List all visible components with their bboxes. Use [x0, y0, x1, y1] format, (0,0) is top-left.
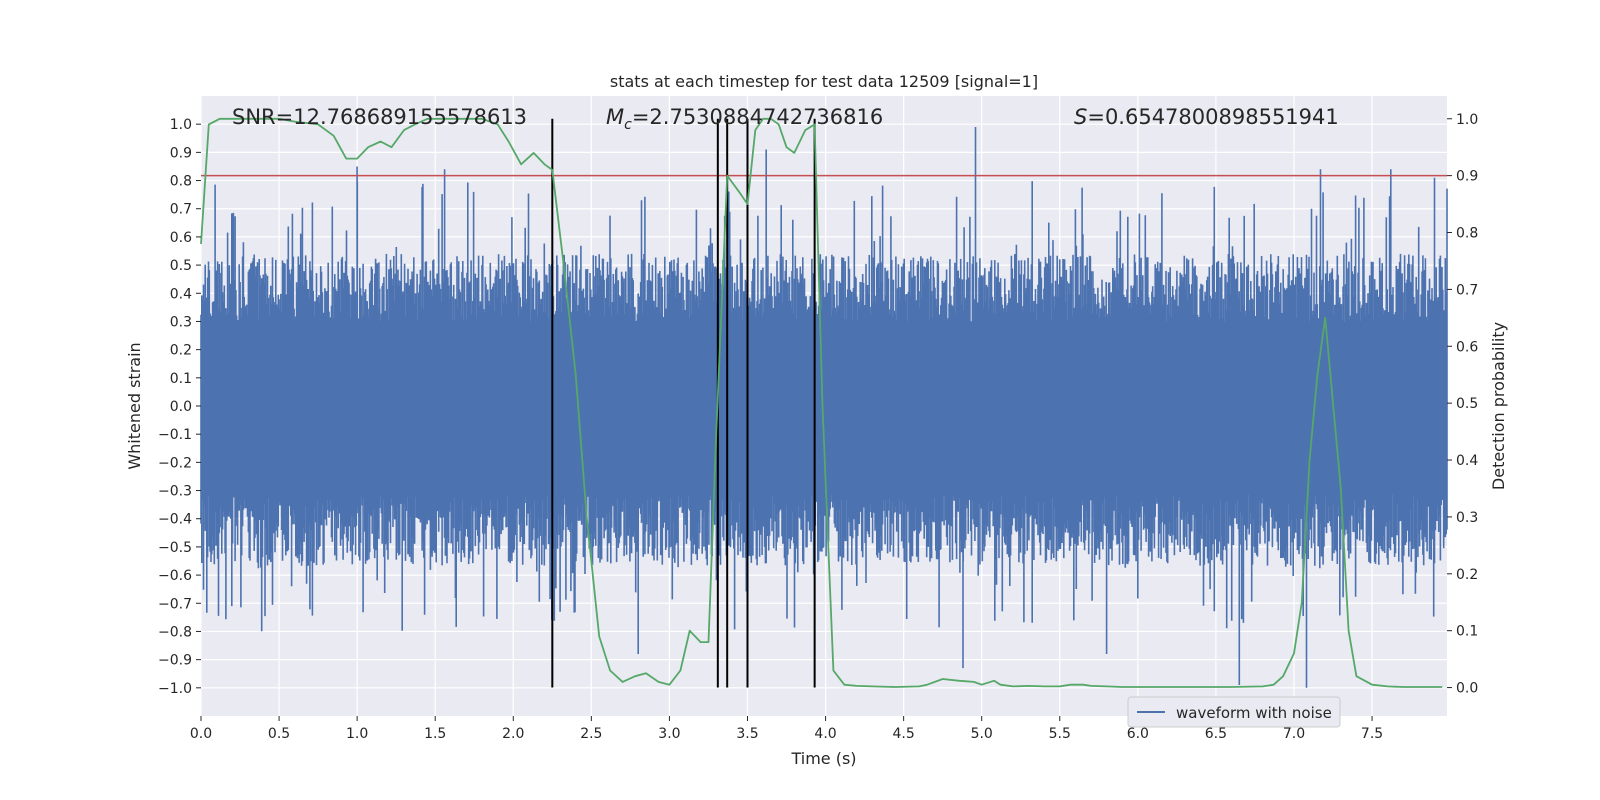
- x-tick-label: 7.0: [1283, 726, 1305, 742]
- y-tick-label: 0.3: [170, 314, 192, 330]
- x-tick-label: 1.5: [424, 726, 446, 742]
- y-right-tick-label: 0.0: [1456, 681, 1478, 697]
- s-symbol: S: [1074, 105, 1087, 129]
- probability-series: [200, 117, 1443, 688]
- x-tick-label: 2.5: [580, 726, 602, 742]
- y-tick-label: 0.1: [170, 371, 192, 387]
- s-annotation: S=0.6547800898551941: [1074, 105, 1339, 129]
- x-tick-label: 6.5: [1205, 726, 1227, 742]
- y-tick-label: 0.8: [170, 174, 192, 190]
- y-right-tick-label: 0.8: [1456, 226, 1478, 242]
- y-right-tick-label: 0.5: [1456, 396, 1478, 412]
- x-tick-label: 0.5: [268, 726, 290, 742]
- x-tick-label: 2.0: [502, 726, 524, 742]
- x-axis-label: Time (s): [790, 749, 856, 768]
- y-tick-label: 0.7: [170, 202, 192, 218]
- y-tick-label: 0.5: [170, 258, 192, 274]
- legend: waveform with noise: [1127, 696, 1341, 728]
- x-tick-label: 5.0: [971, 726, 993, 742]
- y-right-tick-label: 0.3: [1456, 510, 1478, 526]
- chart-title: stats at each timestep for test data 125…: [610, 72, 1038, 91]
- waveform-line: [200, 127, 1448, 688]
- waveform-series: [200, 127, 1448, 688]
- y-right-tick-label: 0.6: [1456, 339, 1478, 355]
- x-tick-label: 5.5: [1049, 726, 1071, 742]
- y-right-tick-label: 0.1: [1456, 624, 1478, 640]
- x-tick-label: 4.5: [892, 726, 914, 742]
- y-tick-label: −0.2: [158, 455, 192, 471]
- vertical-lines: [551, 118, 816, 688]
- axes: 0.0 0.5 1.0 1.5 2.0 2.5 3.0 3.5 4.0 4.5 5.0 5.5 6.0 6…: [158, 112, 1478, 742]
- y-tick-label: −0.6: [158, 568, 192, 584]
- x-tick-label: 4.0: [814, 726, 836, 742]
- mc-annotation: Mc=2.7530884742736816: [606, 105, 883, 133]
- s-value: =0.6547800898551941: [1087, 105, 1338, 129]
- y-tick-label: −0.5: [158, 540, 192, 556]
- y-right-tick-label: 0.2: [1456, 567, 1478, 583]
- y-tick-label: 0.6: [170, 230, 192, 246]
- y-tick-label: −0.7: [158, 596, 192, 612]
- snr-annotation: SNR=12.768689155578613: [232, 105, 527, 129]
- y-tick-label: −0.9: [158, 653, 192, 669]
- legend-label-waveform: waveform with noise: [1176, 704, 1332, 722]
- y-right-tick-label: 0.7: [1456, 282, 1478, 298]
- y-axis-right-label: Detection probability: [1489, 322, 1508, 490]
- mc-subscript: c: [624, 117, 632, 133]
- x-tick-label: 3.5: [736, 726, 758, 742]
- legend-box: [1127, 696, 1341, 728]
- x-tick-label: 6.0: [1127, 726, 1149, 742]
- y-tick-label: 0.0: [170, 399, 192, 415]
- x-tick-label: 3.0: [658, 726, 680, 742]
- probability-line: [200, 117, 1443, 688]
- y-tick-label: −0.8: [158, 624, 192, 640]
- x-tick-label: 1.0: [346, 726, 368, 742]
- y-tick-label: 0.9: [170, 145, 192, 161]
- mc-value: =2.7530884742736816: [632, 105, 883, 129]
- y-tick-label: −0.4: [158, 512, 192, 528]
- mc-symbol: M: [606, 105, 624, 129]
- y-tick-label: 0.4: [170, 286, 192, 302]
- y-tick-label: −0.1: [158, 427, 192, 443]
- x-tick-label: 7.5: [1361, 726, 1383, 742]
- x-tick-label: 0.0: [190, 726, 212, 742]
- y-tick-label: −0.3: [158, 484, 192, 500]
- y-right-tick-label: 1.0: [1456, 112, 1478, 128]
- y-tick-label: 1.0: [170, 117, 192, 133]
- y-tick-label: 0.2: [170, 343, 192, 359]
- y-tick-label: −1.0: [158, 681, 192, 697]
- y-axis-label: Whitened strain: [125, 342, 144, 469]
- y-right-tick-label: 0.9: [1456, 169, 1478, 185]
- y-right-tick-label: 0.4: [1456, 453, 1478, 469]
